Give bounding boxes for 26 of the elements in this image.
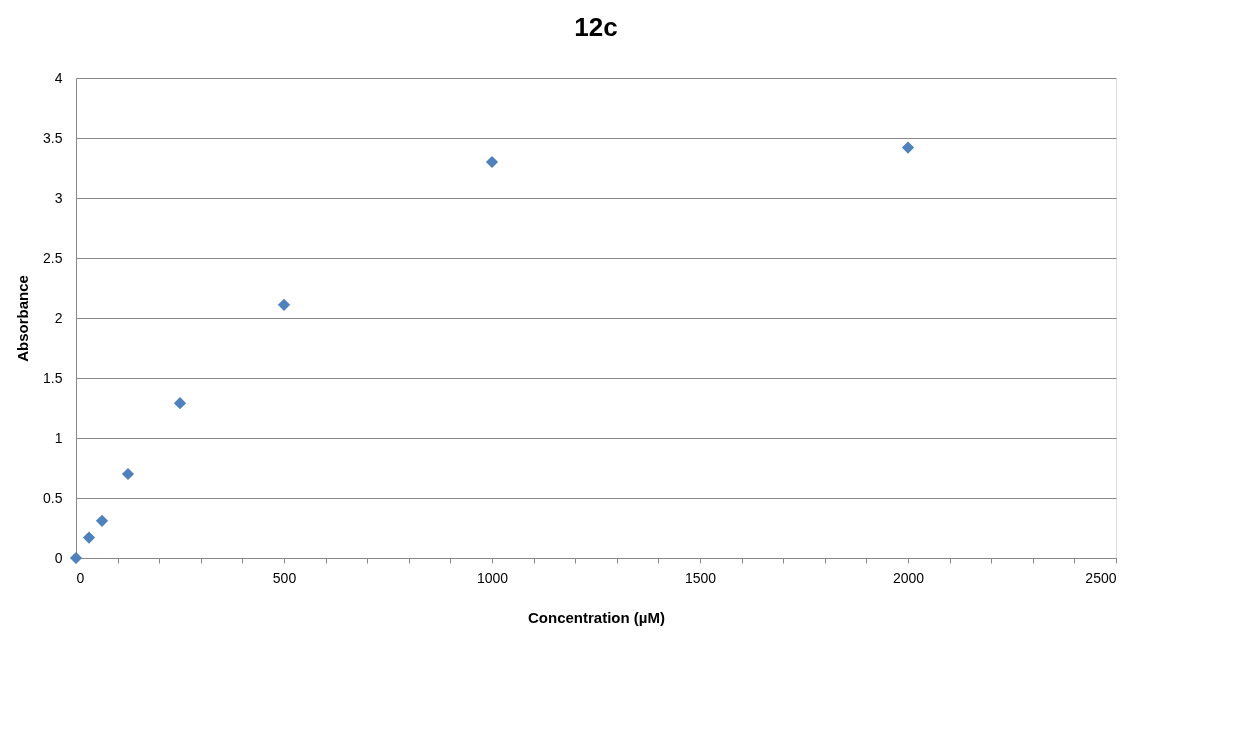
point — [485, 155, 499, 169]
point — [901, 141, 915, 154]
point — [95, 514, 109, 527]
y-tick-label: 1 — [54, 429, 63, 446]
chart-title: 12c — [574, 12, 618, 42]
y-tick-label: 0 — [54, 549, 63, 566]
point — [277, 298, 291, 311]
y-tick-label: 3 — [54, 189, 63, 206]
x-axis-title: Concentration (µM) — [528, 608, 665, 626]
y-tick-label: 0.5 — [43, 489, 63, 506]
y-tick-label: 2 — [54, 309, 63, 326]
x-tick-label: 1000 — [476, 569, 509, 586]
point — [121, 467, 135, 481]
y-tick-label: 1.5 — [43, 369, 63, 386]
point — [82, 531, 96, 544]
y-axis-title: Absorbance — [14, 275, 32, 362]
y-tick-label: 3.5 — [43, 129, 63, 146]
x-tick-label: 500 — [272, 569, 297, 586]
y-tick-label: 2.5 — [43, 249, 63, 266]
point — [69, 551, 83, 565]
x-tick-label: 1500 — [684, 569, 717, 586]
point — [173, 397, 187, 410]
x-tick-label: 2000 — [892, 569, 925, 586]
x-tick-label: 0 — [76, 569, 85, 586]
y-tick-label: 4 — [54, 69, 63, 86]
x-tick-label: 2500 — [1085, 569, 1117, 586]
